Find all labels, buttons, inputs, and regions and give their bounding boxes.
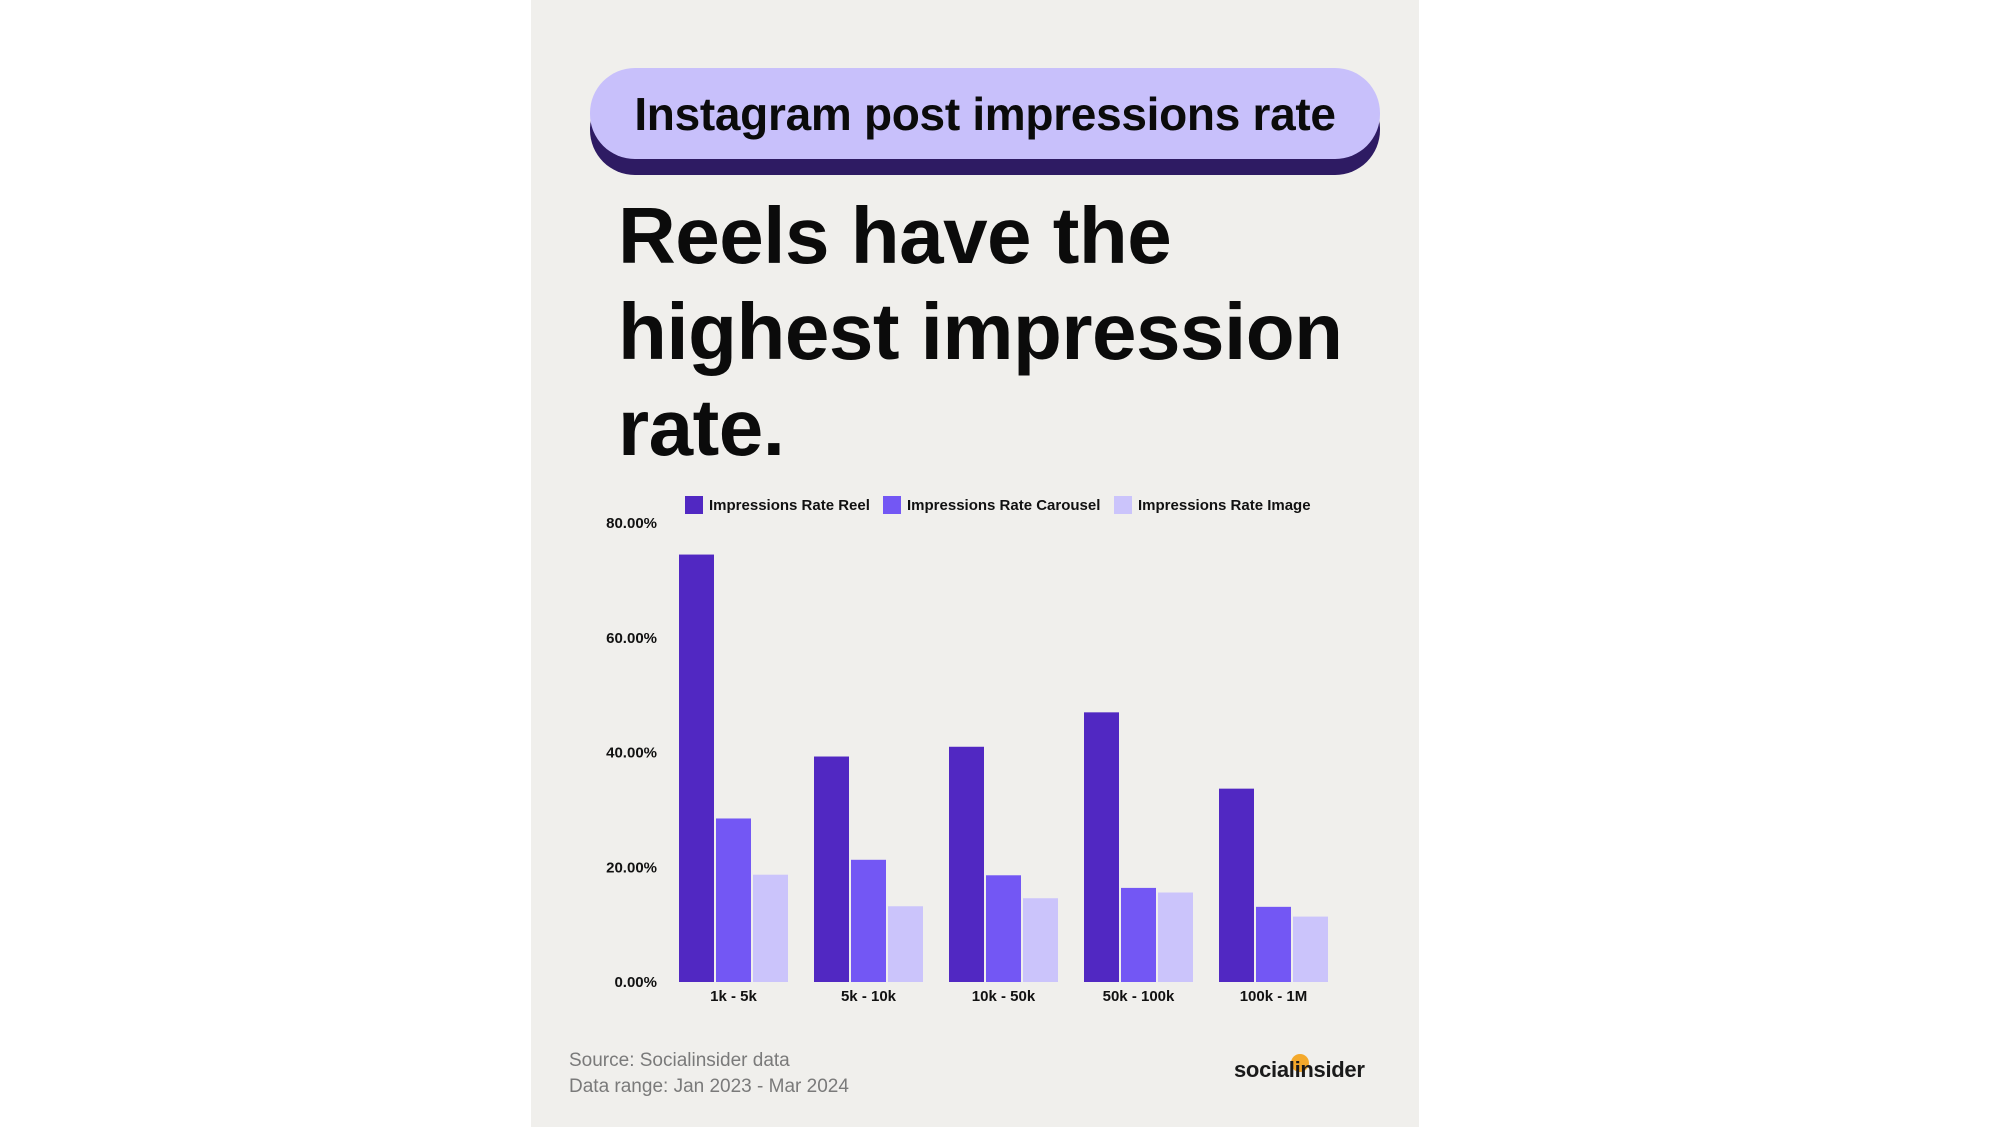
bar-chart: 0.00% 20.00% 40.00% 60.00% 80.00% 1k - 5k 5k -… — [606, 515, 1328, 1005]
logo-dot-icon — [1291, 1054, 1309, 1072]
bar-reel — [949, 746, 984, 982]
bar-carousel — [851, 859, 886, 982]
source-note: Source: Socialinsider data Data range: J… — [569, 1048, 849, 1100]
legend-item-carousel: Impressions Rate Carousel — [883, 495, 1100, 515]
y-tick-label: 20.00% — [606, 859, 657, 876]
legend-item-reel: Impressions Rate Reel — [685, 495, 870, 515]
x-tick-label: 100k - 1M — [1240, 988, 1308, 1005]
bar-reel — [679, 554, 714, 982]
bar-reel — [814, 756, 849, 982]
socialinsider-logo: socialinsider — [1234, 1057, 1365, 1082]
bar-carousel — [1121, 887, 1156, 982]
pill-title: Instagram post impressions rate — [634, 87, 1336, 140]
bar-image — [1293, 916, 1328, 982]
x-tick-label: 10k - 50k — [972, 988, 1036, 1005]
legend-swatch-image — [1114, 496, 1132, 514]
bar-image — [1023, 898, 1058, 982]
x-tick-label: 50k - 100k — [1103, 988, 1175, 1005]
bar-carousel — [716, 818, 751, 982]
bar-reel — [1219, 788, 1254, 982]
legend-swatch-carousel — [883, 496, 901, 514]
infographic-card: Instagram post impressions rate Reels ha… — [531, 0, 1419, 1127]
legend-label-image: Impressions Rate Image — [1138, 496, 1311, 514]
x-tick-label: 5k - 10k — [841, 988, 897, 1005]
legend-label-reel: Impressions Rate Reel — [709, 496, 870, 514]
legend-item-image: Impressions Rate Image — [1114, 495, 1311, 515]
source-text: Source: Socialinsider data — [569, 1050, 790, 1071]
bar-image — [1158, 892, 1193, 982]
bar-reel — [1084, 712, 1119, 982]
y-tick-label: 80.00% — [606, 515, 657, 532]
headline: Reels have the highest impression rate. — [618, 191, 1343, 472]
bar-carousel — [986, 875, 1021, 982]
legend-label-carousel: Impressions Rate Carousel — [907, 496, 1101, 514]
y-tick-label: 40.00% — [606, 745, 657, 762]
data-range-text: Data range: Jan 2023 - Mar 2024 — [569, 1076, 849, 1097]
bar-carousel — [1256, 906, 1291, 982]
title-pill: Instagram post impressions rate — [590, 68, 1380, 159]
bar-image — [753, 874, 788, 982]
legend-swatch-reel — [685, 496, 703, 514]
bar-image — [888, 906, 923, 982]
y-tick-label: 0.00% — [614, 974, 657, 991]
x-tick-label: 1k - 5k — [710, 988, 757, 1005]
y-tick-label: 60.00% — [606, 630, 657, 647]
